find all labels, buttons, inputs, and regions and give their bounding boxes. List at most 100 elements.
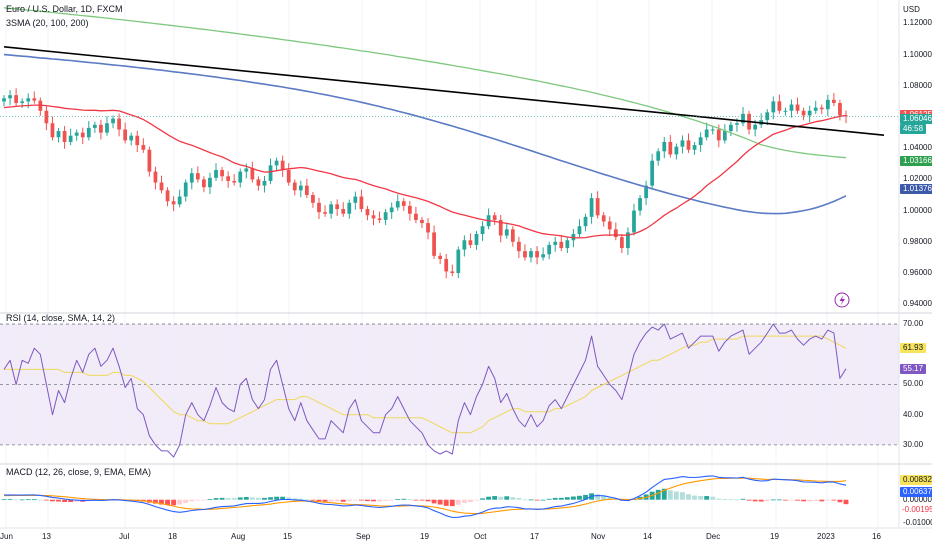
candle[interactable] bbox=[741, 113, 745, 124]
candle[interactable] bbox=[153, 171, 158, 183]
candle[interactable] bbox=[56, 131, 61, 138]
candle[interactable] bbox=[468, 240, 473, 245]
candle[interactable] bbox=[44, 110, 49, 124]
candle[interactable] bbox=[371, 215, 376, 219]
candle[interactable] bbox=[2, 98, 6, 102]
candle[interactable] bbox=[26, 98, 31, 102]
candle[interactable] bbox=[74, 132, 79, 136]
candle[interactable] bbox=[680, 140, 685, 147]
candle[interactable] bbox=[323, 212, 327, 214]
candle[interactable] bbox=[395, 201, 400, 208]
candle[interactable] bbox=[444, 258, 449, 272]
candle[interactable] bbox=[365, 209, 370, 216]
candle[interactable] bbox=[220, 170, 224, 177]
candle[interactable] bbox=[710, 129, 715, 131]
candle[interactable] bbox=[777, 101, 782, 111]
pane-separators[interactable] bbox=[0, 0, 932, 529]
candle[interactable] bbox=[14, 95, 18, 103]
candle[interactable] bbox=[20, 101, 25, 103]
candle[interactable] bbox=[208, 177, 212, 188]
candle[interactable] bbox=[704, 129, 709, 138]
candle[interactable] bbox=[159, 182, 164, 191]
candle[interactable] bbox=[619, 237, 624, 249]
candle[interactable] bbox=[262, 180, 267, 186]
candle[interactable] bbox=[492, 215, 497, 220]
candle[interactable] bbox=[244, 168, 249, 172]
candle[interactable] bbox=[80, 132, 85, 138]
candle[interactable] bbox=[662, 141, 667, 152]
candle[interactable] bbox=[692, 145, 697, 150]
candle[interactable] bbox=[105, 123, 109, 133]
candle[interactable] bbox=[504, 229, 509, 236]
candle[interactable] bbox=[189, 173, 194, 183]
candle[interactable] bbox=[638, 198, 642, 211]
lightning-icon[interactable] bbox=[834, 292, 850, 308]
candle[interactable] bbox=[607, 221, 612, 230]
candle[interactable] bbox=[165, 190, 170, 202]
candle[interactable] bbox=[583, 216, 588, 227]
candle[interactable] bbox=[535, 251, 539, 258]
candle[interactable] bbox=[626, 232, 630, 249]
candle[interactable] bbox=[650, 160, 655, 186]
rsi-pane[interactable] bbox=[0, 323, 899, 458]
candle[interactable] bbox=[523, 251, 527, 258]
candle[interactable] bbox=[304, 185, 309, 195]
candle[interactable] bbox=[141, 145, 146, 150]
candle[interactable] bbox=[226, 176, 231, 181]
candle[interactable] bbox=[129, 135, 134, 141]
candle[interactable] bbox=[377, 218, 382, 220]
candle[interactable] bbox=[171, 201, 176, 205]
candle[interactable] bbox=[735, 123, 739, 125]
candle[interactable] bbox=[589, 198, 594, 217]
candle[interactable] bbox=[292, 182, 297, 191]
candle[interactable] bbox=[771, 101, 776, 113]
candle[interactable] bbox=[498, 219, 503, 236]
candle[interactable] bbox=[123, 129, 128, 141]
candle[interactable] bbox=[819, 107, 824, 110]
candle[interactable] bbox=[268, 165, 273, 181]
candle[interactable] bbox=[111, 118, 115, 124]
candle[interactable] bbox=[783, 110, 788, 112]
candle[interactable] bbox=[232, 180, 237, 183]
candle[interactable] bbox=[765, 112, 770, 121]
candle[interactable] bbox=[668, 141, 673, 155]
candle[interactable] bbox=[414, 213, 418, 220]
candle[interactable] bbox=[577, 226, 582, 234]
candle[interactable] bbox=[147, 149, 152, 172]
candle[interactable] bbox=[462, 240, 467, 250]
candle[interactable] bbox=[656, 151, 661, 161]
candle[interactable] bbox=[298, 185, 303, 191]
candle[interactable] bbox=[559, 241, 564, 249]
candle[interactable] bbox=[383, 212, 388, 220]
candle[interactable] bbox=[480, 226, 485, 234]
candle[interactable] bbox=[813, 107, 818, 111]
trendline[interactable] bbox=[3, 46, 885, 136]
price-pane[interactable] bbox=[0, 7, 900, 279]
candle[interactable] bbox=[99, 124, 103, 133]
candle[interactable] bbox=[432, 232, 436, 256]
candle[interactable] bbox=[613, 229, 618, 238]
candle[interactable] bbox=[420, 219, 424, 224]
candle[interactable] bbox=[117, 118, 121, 130]
candle[interactable] bbox=[347, 202, 352, 214]
candle[interactable] bbox=[92, 124, 97, 128]
candle[interactable] bbox=[317, 202, 321, 213]
candle[interactable] bbox=[32, 98, 37, 101]
candle[interactable] bbox=[547, 244, 552, 255]
candle[interactable] bbox=[674, 146, 679, 155]
candle[interactable] bbox=[801, 110, 806, 116]
candle[interactable] bbox=[644, 185, 648, 199]
candle[interactable] bbox=[474, 234, 479, 245]
candle[interactable] bbox=[601, 215, 606, 222]
candle[interactable] bbox=[698, 137, 703, 146]
candle[interactable] bbox=[311, 195, 315, 203]
candle[interactable] bbox=[250, 168, 255, 180]
candle[interactable] bbox=[329, 204, 333, 214]
candle[interactable] bbox=[716, 129, 721, 141]
candle[interactable] bbox=[729, 124, 733, 132]
candle[interactable] bbox=[389, 207, 394, 213]
candle[interactable] bbox=[789, 104, 794, 111]
candle[interactable] bbox=[256, 179, 261, 186]
candle[interactable] bbox=[341, 209, 346, 214]
